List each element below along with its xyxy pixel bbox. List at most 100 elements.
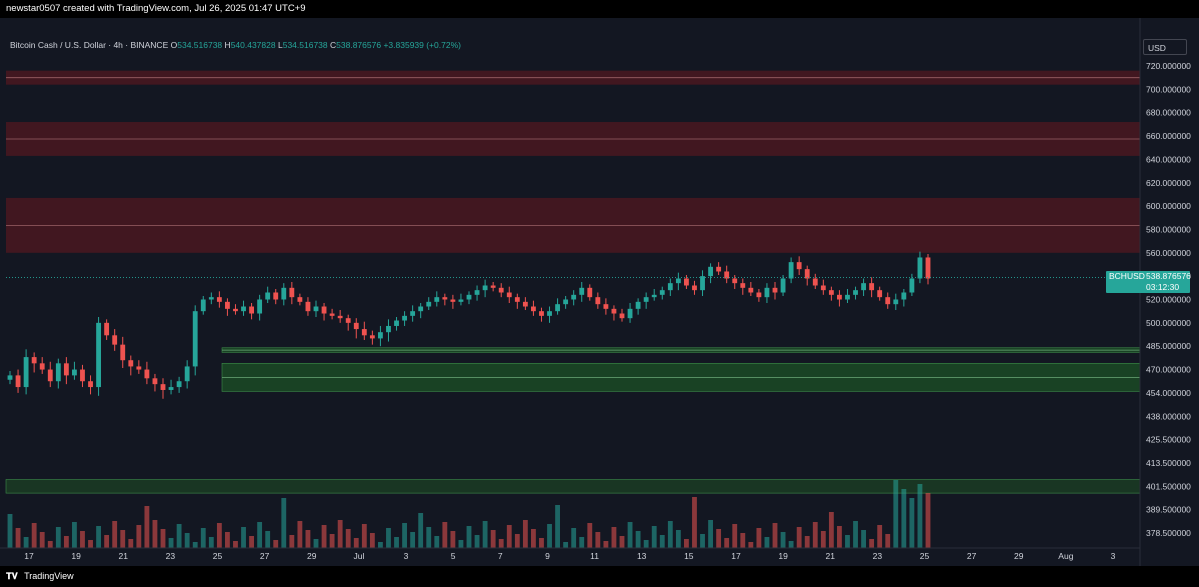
candle-body [635, 301, 641, 309]
volume-bar [208, 537, 214, 548]
candle-body [482, 285, 488, 291]
volume-bar [104, 535, 110, 548]
volume-bar [692, 497, 697, 548]
time-axis-label: Jul [353, 551, 364, 561]
volume-bar [378, 542, 383, 548]
volume-bar [845, 535, 850, 548]
volume-support-zone [5, 479, 1141, 494]
candle-body [595, 297, 601, 305]
volume-bar [764, 537, 770, 548]
volume-bar [313, 539, 319, 548]
candle-body [450, 299, 456, 302]
volume-bar [611, 527, 617, 548]
volume-bar [249, 536, 254, 548]
currency-button[interactable]: USD [1143, 39, 1187, 55]
volume-bar [877, 525, 883, 548]
volume-bar [603, 541, 609, 548]
volume-bar [402, 523, 407, 548]
price-axis-label: 389.500000 [1146, 505, 1191, 515]
candle-body [571, 294, 577, 300]
volume-bar [216, 523, 222, 548]
volume-bar [506, 525, 512, 548]
candlestick-chart[interactable]: 720.000000 700.000000 680.000000 660.000000… [0, 18, 1199, 566]
price-axis-label: 720.000000 [1146, 61, 1191, 71]
candle-body [845, 294, 850, 300]
candle-body [152, 378, 158, 385]
candle-body [72, 369, 77, 376]
close-value: 538.876576 [336, 40, 382, 50]
volume-bar [539, 538, 544, 548]
candle-body [563, 299, 569, 305]
price-axis-label: 520.000000 [1146, 295, 1191, 305]
candle-body [901, 292, 907, 300]
time-axis-label: 23 [166, 551, 176, 561]
candle-body [498, 287, 504, 293]
candle-body [587, 287, 593, 298]
price-axis-label: 640.000000 [1146, 154, 1191, 164]
candle-body [700, 276, 705, 291]
volume-bar [39, 532, 45, 548]
price-tag-countdown: 03:12:30 [1146, 282, 1180, 292]
candle-body [490, 285, 496, 288]
volume-bar [555, 505, 560, 548]
candle-body [853, 290, 858, 295]
candle-body [796, 262, 802, 270]
attribution-bar: newstar0507 created with TradingView.com… [0, 0, 1199, 18]
volume-bar [63, 536, 69, 548]
candle-body [200, 299, 206, 312]
candle-body [442, 297, 448, 300]
volume-bar [587, 523, 593, 548]
volume-bar [675, 530, 681, 548]
volume-bar [716, 529, 722, 548]
chart-area[interactable]: 720.000000 700.000000 680.000000 660.000000… [0, 18, 1199, 566]
volume-bar [458, 540, 464, 548]
candle-body [353, 322, 359, 330]
candle-body [313, 306, 319, 312]
open-value: 534.516738 [177, 40, 223, 50]
candle-body [651, 294, 657, 298]
time-axis-label: 3 [404, 551, 409, 561]
close-label: C [330, 40, 337, 50]
volume-bar [563, 542, 569, 548]
price-axis-label: 620.000000 [1146, 178, 1191, 188]
candle-body [345, 318, 351, 323]
low-value: 534.516738 [282, 40, 328, 50]
volume-bar [7, 514, 13, 548]
volume-bar [329, 534, 335, 548]
price-axis-label: 413.500000 [1146, 458, 1191, 468]
volume-bar [55, 527, 61, 548]
volume-bar [361, 524, 367, 548]
time-axis-label: 15 [684, 551, 694, 561]
volume-bar [241, 527, 246, 548]
volume-bar [635, 531, 641, 548]
volume-bar [273, 540, 279, 548]
volume-bar [804, 536, 810, 548]
time-axis-label: 19 [778, 551, 788, 561]
time-axis-label: 25 [920, 551, 930, 561]
volume-bar [120, 530, 126, 548]
volume-bar [152, 520, 158, 548]
time-axis-label: 13 [637, 551, 647, 561]
price-axis-label: 560.000000 [1146, 248, 1191, 258]
price-axis-label: 600.000000 [1146, 201, 1191, 211]
volume-bar [176, 524, 182, 548]
volume-bar [144, 506, 150, 548]
candle-body [249, 306, 254, 314]
volume-bar [450, 531, 456, 548]
candle-body [611, 308, 617, 314]
volume-bar [257, 522, 263, 548]
candle-body [756, 292, 762, 298]
volume-bar [88, 540, 93, 548]
candle-body [466, 294, 472, 300]
high-label: H [224, 40, 231, 50]
candle-body [15, 375, 21, 388]
candle-body [160, 384, 166, 390]
volume-bar [128, 539, 134, 548]
candle-body [812, 278, 818, 286]
candle-body [514, 297, 520, 302]
candle-body [410, 311, 416, 316]
volume-bar [812, 522, 818, 548]
volume-bar [434, 536, 440, 548]
last-price-tag: BCHUSD 538.876576 03:12:30 [1106, 271, 1191, 293]
attribution-text: newstar0507 created with TradingView.com… [6, 3, 306, 14]
